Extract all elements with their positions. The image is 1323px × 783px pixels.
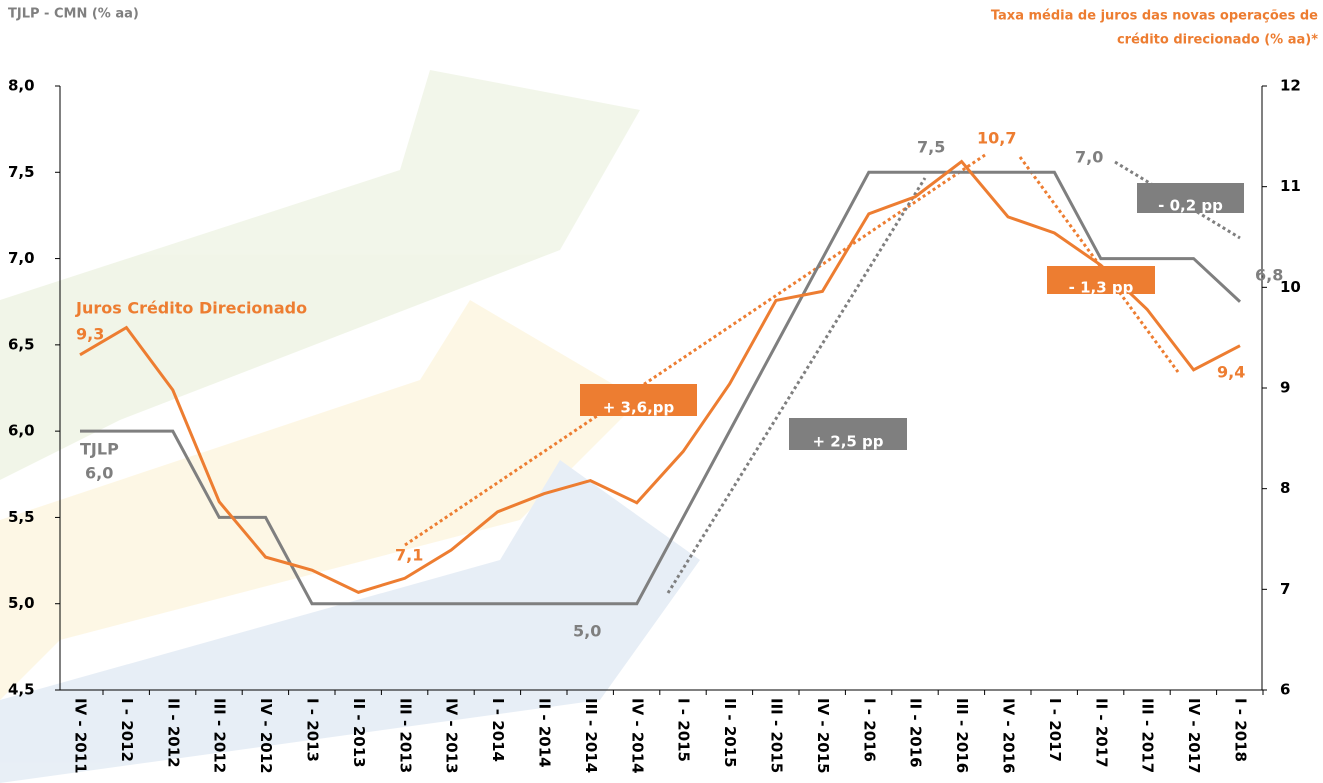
annotation: 9,3 [76, 325, 104, 344]
legend-label: Juros Crédito Direcionado [75, 299, 307, 318]
y2-tick-label: 6 [1280, 681, 1290, 699]
x-tick-label: II - 2016 [907, 698, 925, 768]
x-tick-label: IV - 2012 [257, 698, 275, 774]
x-tick-label: III - 2013 [396, 698, 414, 773]
x-tick-label: I - 2017 [1046, 698, 1064, 762]
x-tick-label: II - 2015 [721, 698, 739, 768]
y2-tick-label: 11 [1280, 177, 1301, 195]
y-tick-label: 4,5 [8, 681, 35, 699]
annotation: 9,4 [1217, 363, 1245, 382]
y2-tick-label: 8 [1280, 479, 1290, 497]
trend-line [668, 178, 925, 593]
chart: TJLP - CMN (% aa) Taxa média de juros da… [0, 0, 1323, 783]
annotation: 7,5 [917, 138, 945, 157]
x-tick-label: III - 2014 [582, 698, 600, 773]
x-tick-label: I - 2015 [675, 698, 693, 762]
y-title: TJLP - CMN (% aa) [8, 7, 139, 22]
annotation: 7,0 [1075, 148, 1103, 167]
y2-tick-label: 9 [1280, 379, 1290, 397]
y-tick-label: 7,0 [8, 249, 35, 267]
annotation: - 1,3 pp [1069, 279, 1134, 297]
x-tick-label: II - 2013 [350, 698, 368, 768]
x-tick-label: IV - 2014 [628, 698, 646, 774]
x-tick-label: IV - 2016 [1000, 698, 1018, 774]
x-tick-label: IV - 2017 [1185, 698, 1203, 774]
annotation: 6,8 [1255, 266, 1283, 285]
y-tick-label: 7,5 [8, 163, 35, 181]
x-tick-label: II - 2014 [536, 698, 554, 768]
annotation: - 0,2 pp [1158, 197, 1223, 215]
y-tick-label: 5,0 [8, 594, 35, 612]
y-tick-label: 8,0 [8, 77, 35, 95]
x-tick-label: I - 2016 [860, 698, 878, 762]
y2-tick-label: 12 [1280, 77, 1301, 95]
x-tick-label: III - 2015 [768, 698, 786, 773]
x-tick-label: I - 2013 [304, 698, 322, 762]
y2-title: Taxa média de juros das novas operações … [991, 9, 1318, 24]
x-tick-label: III - 2016 [953, 698, 971, 773]
annotation: 6,0 [85, 464, 113, 483]
x-tick-label: I - 2012 [118, 698, 136, 762]
x-tick-label: II - 2012 [164, 698, 182, 768]
annotation: + 2,5 pp [812, 433, 883, 451]
annotation: 5,0 [573, 622, 601, 641]
annotation: TJLP [80, 440, 119, 459]
x-tick-label: IV - 2011 [72, 698, 90, 774]
x-tick-label: III - 2012 [211, 698, 229, 773]
annotation: + 3,6,pp [603, 399, 675, 417]
y-tick-label: 6,0 [8, 422, 35, 440]
y-tick-label: 6,5 [8, 335, 35, 353]
x-tick-label: I - 2014 [489, 698, 507, 762]
background [0, 70, 700, 783]
x-tick-label: IV - 2013 [443, 698, 461, 774]
annotation: 10,7 [977, 129, 1016, 148]
annotation: 7,1 [395, 546, 423, 565]
x-tick-label: III - 2017 [1139, 698, 1157, 773]
x-tick-label: IV - 2015 [814, 698, 832, 774]
x-tick-label: I - 2018 [1232, 698, 1250, 762]
x-tick-label: II - 2017 [1092, 698, 1110, 768]
y-tick-label: 5,5 [8, 508, 35, 526]
y2-tick-label: 7 [1280, 580, 1290, 598]
y2-title: crédito direcionado (% aa)* [1117, 33, 1318, 48]
